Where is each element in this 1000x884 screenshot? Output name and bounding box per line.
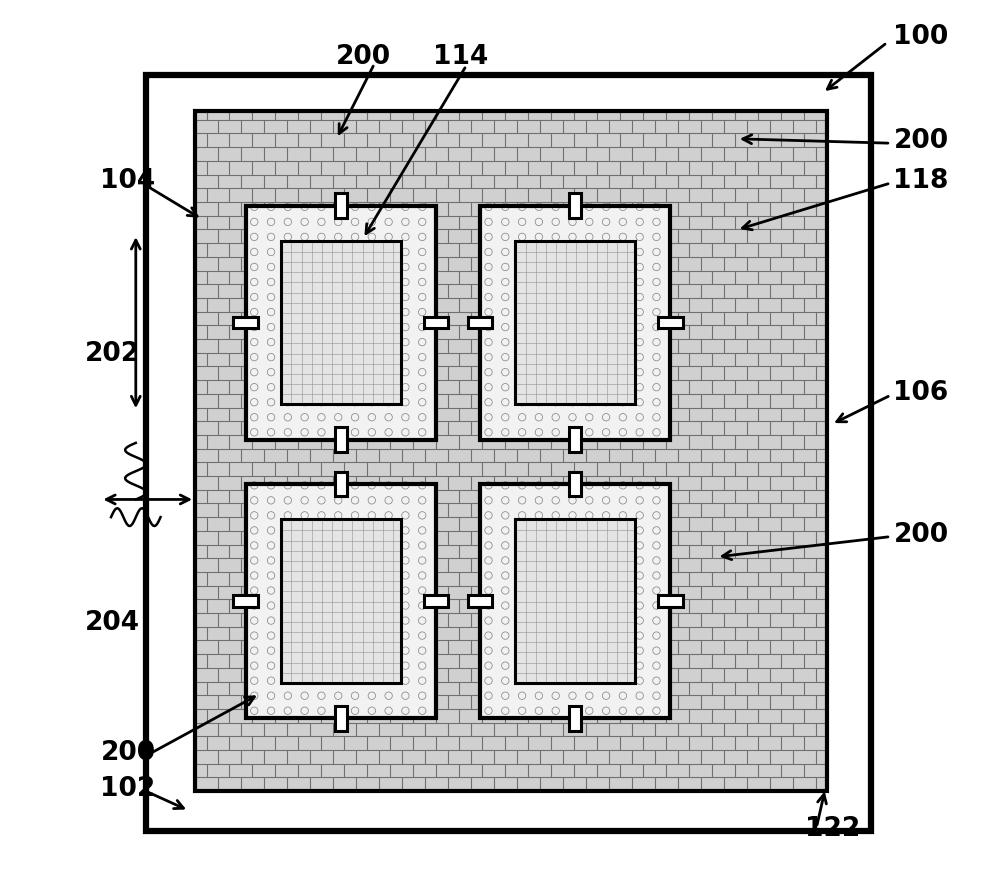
Text: 200: 200 bbox=[335, 44, 391, 71]
Bar bbox=[515, 519, 635, 682]
Bar bbox=[515, 240, 635, 404]
Bar bbox=[246, 205, 436, 439]
Bar bbox=[424, 316, 448, 328]
Bar bbox=[281, 240, 401, 404]
Bar bbox=[246, 205, 436, 439]
Bar bbox=[468, 596, 492, 606]
Bar bbox=[335, 471, 347, 496]
Bar bbox=[658, 596, 683, 606]
Bar bbox=[480, 484, 670, 718]
Bar bbox=[515, 519, 635, 682]
Text: 102: 102 bbox=[100, 775, 156, 802]
Text: 104: 104 bbox=[100, 168, 156, 194]
Bar bbox=[146, 75, 871, 831]
Bar bbox=[281, 519, 401, 682]
Bar bbox=[658, 316, 683, 328]
Text: 202: 202 bbox=[85, 340, 140, 367]
Bar bbox=[195, 110, 827, 791]
Bar bbox=[468, 316, 492, 328]
Text: 100: 100 bbox=[893, 24, 949, 50]
Bar bbox=[195, 110, 827, 791]
Bar bbox=[569, 471, 581, 496]
Bar bbox=[480, 484, 670, 718]
Text: 122: 122 bbox=[805, 816, 860, 842]
Text: 106: 106 bbox=[893, 380, 949, 407]
Bar bbox=[233, 316, 258, 328]
Text: 200: 200 bbox=[100, 740, 156, 766]
Text: 118: 118 bbox=[893, 168, 949, 194]
Bar bbox=[335, 705, 347, 730]
Bar bbox=[569, 428, 581, 453]
Text: 200: 200 bbox=[893, 522, 949, 548]
Bar bbox=[335, 193, 347, 218]
Bar bbox=[246, 484, 436, 718]
Bar bbox=[233, 596, 258, 606]
Bar bbox=[480, 205, 670, 439]
Bar bbox=[246, 484, 436, 718]
Text: 204: 204 bbox=[85, 610, 140, 636]
Bar bbox=[281, 240, 401, 404]
Text: 200: 200 bbox=[893, 128, 949, 155]
Bar bbox=[569, 705, 581, 730]
Bar bbox=[424, 596, 448, 606]
Bar bbox=[335, 428, 347, 453]
Text: 114: 114 bbox=[433, 44, 488, 71]
Bar bbox=[281, 519, 401, 682]
Bar bbox=[480, 205, 670, 439]
Bar bbox=[515, 240, 635, 404]
Bar bbox=[569, 193, 581, 218]
